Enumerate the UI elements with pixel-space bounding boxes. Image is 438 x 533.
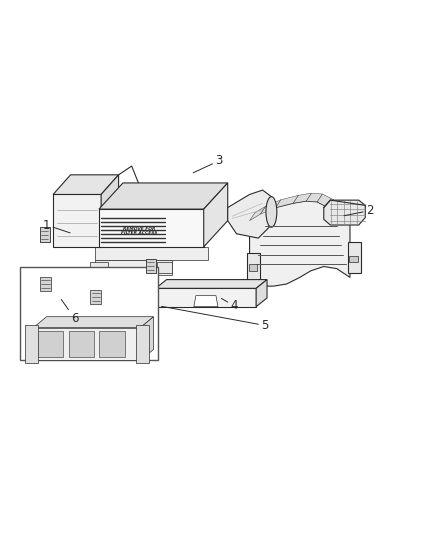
Polygon shape [293,193,311,203]
Polygon shape [249,264,258,271]
Polygon shape [146,259,155,273]
Polygon shape [324,200,365,225]
Polygon shape [228,190,272,238]
Polygon shape [99,183,228,209]
Polygon shape [99,331,125,357]
Polygon shape [247,253,261,282]
Polygon shape [156,262,172,273]
Polygon shape [317,194,333,207]
Polygon shape [68,331,94,357]
Polygon shape [38,331,64,357]
Polygon shape [136,326,149,362]
Polygon shape [33,317,153,328]
Polygon shape [25,326,38,362]
Polygon shape [101,175,119,247]
Text: 3: 3 [193,155,223,173]
Text: 1: 1 [43,219,70,233]
Polygon shape [95,260,172,275]
Polygon shape [149,288,155,306]
Polygon shape [276,195,298,207]
Polygon shape [194,296,218,306]
Polygon shape [261,200,281,214]
Polygon shape [349,256,358,262]
Polygon shape [155,288,256,306]
Polygon shape [250,206,266,221]
Polygon shape [99,209,204,247]
Text: 2: 2 [344,204,373,217]
Polygon shape [53,195,101,247]
Polygon shape [306,193,322,202]
Polygon shape [141,317,153,360]
Text: REMOVE FOR
FILTER ACCESS: REMOVE FOR FILTER ACCESS [120,227,157,235]
Polygon shape [90,289,101,304]
Text: 4: 4 [222,298,238,312]
Polygon shape [40,277,51,290]
Polygon shape [40,227,49,243]
Bar [20,266,158,360]
Polygon shape [256,280,267,306]
Polygon shape [53,175,119,195]
Polygon shape [95,247,208,260]
Ellipse shape [266,197,277,227]
Polygon shape [339,206,355,223]
Polygon shape [155,280,267,288]
Polygon shape [90,262,108,273]
Polygon shape [250,201,350,286]
Text: 6: 6 [61,300,79,325]
Polygon shape [348,243,361,273]
Text: 5: 5 [162,306,268,332]
Polygon shape [328,200,344,214]
Polygon shape [204,183,228,247]
Polygon shape [33,328,141,360]
